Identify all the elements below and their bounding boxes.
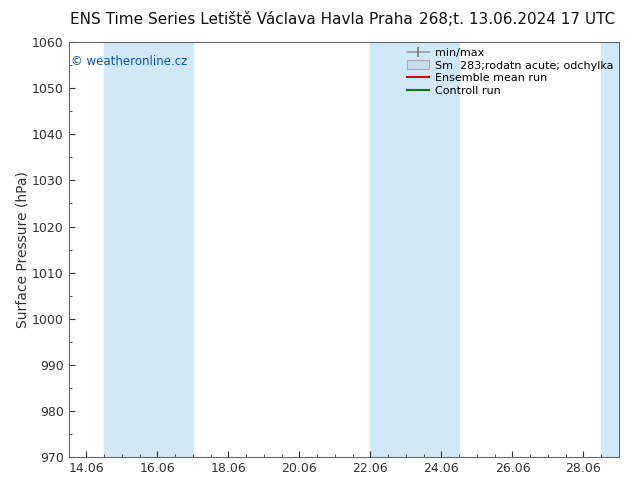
Text: © weatheronline.cz: © weatheronline.cz (71, 54, 188, 68)
Legend: min/max, Sm  283;rodatn acute; odchylka, Ensemble mean run, Controll run: min/max, Sm 283;rodatn acute; odchylka, … (405, 46, 616, 98)
Bar (601, 42, 619, 457)
Bar (370, 42, 406, 457)
Bar (406, 42, 459, 457)
Y-axis label: Surface Pressure (hPa): Surface Pressure (hPa) (15, 171, 29, 328)
Bar (104, 42, 193, 457)
Text: ENS Time Series Letiště Václava Havla Praha: ENS Time Series Letiště Václava Havla Pr… (70, 12, 412, 27)
Text: 268;t. 13.06.2024 17 UTC: 268;t. 13.06.2024 17 UTC (418, 12, 615, 27)
